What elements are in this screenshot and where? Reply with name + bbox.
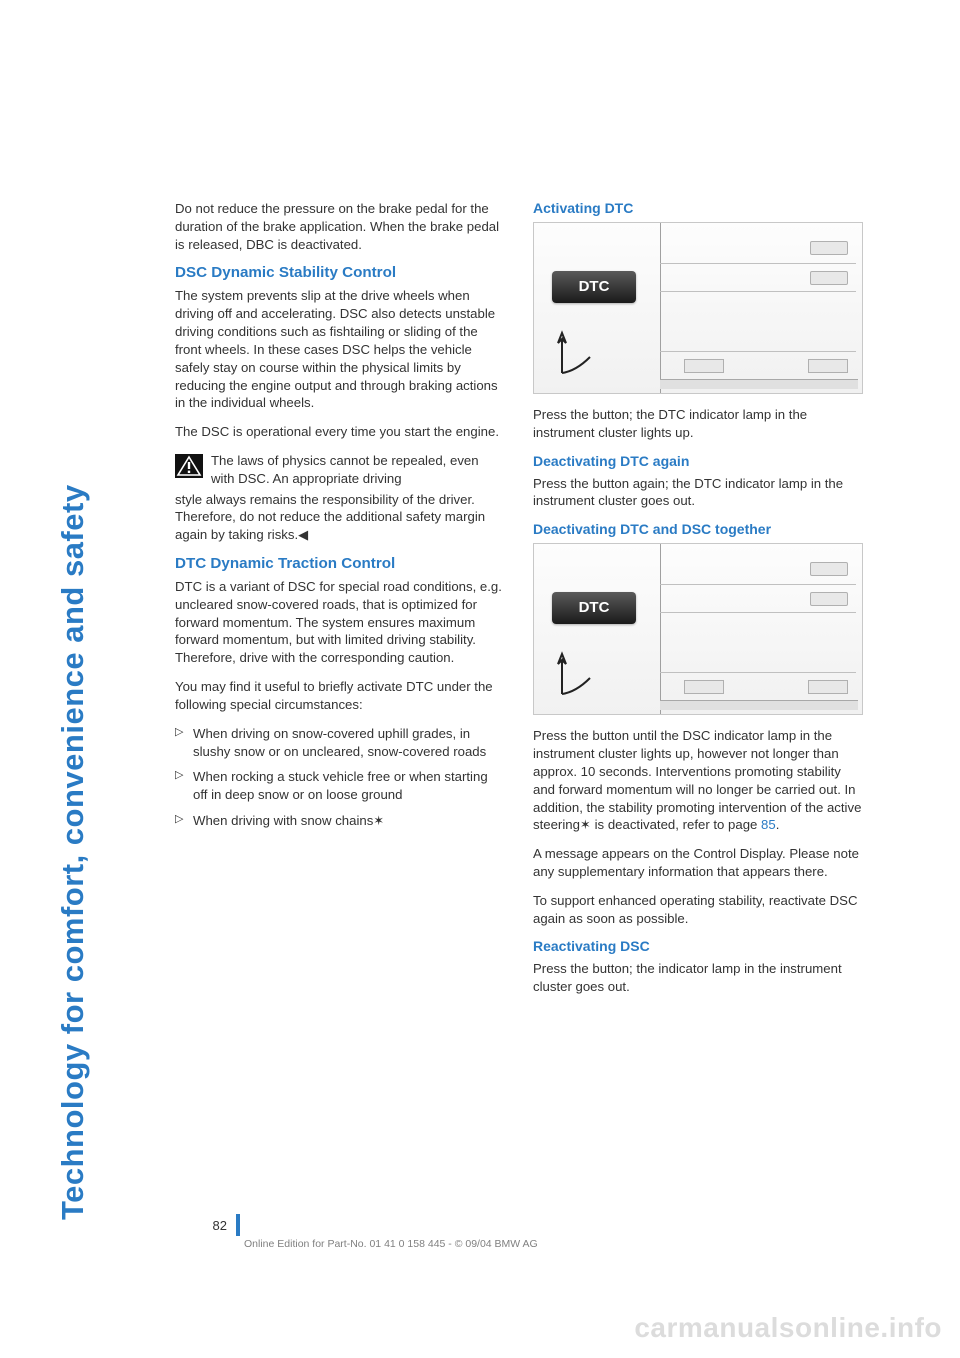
dtc-button: DTC	[552, 592, 636, 624]
warning-block: The laws of physics cannot be repealed, …	[175, 452, 505, 488]
figure-control	[684, 359, 724, 373]
dtc-button-figure-2: DTC	[533, 543, 863, 715]
paragraph: You may find it useful to briefly activa…	[175, 678, 505, 714]
heading-activating-dtc: Activating DTC	[533, 200, 863, 216]
dtc-button-figure-1: DTC	[533, 222, 863, 394]
figure-line	[660, 584, 856, 585]
figure-ledge	[660, 700, 858, 710]
figure-line	[660, 263, 856, 264]
warning-text-first: The laws of physics cannot be repealed, …	[211, 452, 505, 488]
manual-page: Technology for comfort, convenience and …	[0, 0, 960, 1358]
right-column: Activating DTC DTC Pres	[533, 200, 863, 1007]
paragraph: Press the button; the DTC indicator lamp…	[533, 406, 863, 442]
list-item: When rocking a stuck vehicle free or whe…	[175, 768, 505, 804]
dtc-button: DTC	[552, 271, 636, 303]
warning-text-cont: style always remains the responsibility …	[175, 491, 505, 544]
figure-control	[684, 680, 724, 694]
heading-dtc: DTC Dynamic Traction Control	[175, 555, 505, 572]
content-columns: Do not reduce the pressure on the brake …	[175, 200, 865, 1007]
list-item: When driving with snow chains✶	[175, 812, 505, 830]
watermark: carmanualsonline.info	[634, 1312, 942, 1344]
paragraph-part: Press the button until the DSC indicator…	[533, 728, 861, 832]
edition-line: Online Edition for Part-No. 01 41 0 158 …	[244, 1238, 538, 1250]
figure-control	[808, 359, 848, 373]
figure-slot	[810, 562, 848, 576]
pointer-icon	[554, 315, 604, 384]
figure-line	[660, 612, 856, 613]
paragraph: A message appears on the Control Display…	[533, 845, 863, 881]
left-column: Do not reduce the pressure on the brake …	[175, 200, 505, 1007]
paragraph: To support enhanced operating stability,…	[533, 892, 863, 928]
figure-ledge	[660, 379, 858, 389]
figure-control	[808, 680, 848, 694]
paragraph: The system prevents slip at the drive wh…	[175, 287, 505, 412]
paragraph: Press the button until the DSC indicator…	[533, 727, 863, 834]
figure-line	[660, 672, 856, 673]
page-link[interactable]: 85	[761, 817, 776, 832]
paragraph: Press the button again; the DTC indicato…	[533, 475, 863, 511]
heading-deactivating-both: Deactivating DTC and DSC together	[533, 521, 863, 537]
figure-divider	[660, 223, 661, 393]
paragraph-part: .	[776, 817, 780, 832]
figure-line	[660, 291, 856, 292]
figure-slot	[810, 592, 848, 606]
figure-slot	[810, 241, 848, 255]
page-number-bar	[236, 1214, 240, 1236]
paragraph: Do not reduce the pressure on the brake …	[175, 200, 505, 253]
paragraph: Press the button; the indicator lamp in …	[533, 960, 863, 996]
warning-icon	[175, 454, 203, 478]
heading-deactivating-dtc: Deactivating DTC again	[533, 453, 863, 469]
pointer-icon	[554, 636, 604, 705]
bullet-list: When driving on snow-covered uphill grad…	[175, 725, 505, 830]
heading-dsc: DSC Dynamic Stability Control	[175, 264, 505, 281]
figure-divider	[660, 544, 661, 714]
figure-line	[660, 351, 856, 352]
heading-reactivating-dsc: Reactivating DSC	[533, 938, 863, 954]
figure-slot	[810, 271, 848, 285]
list-item: When driving on snow-covered uphill grad…	[175, 725, 505, 761]
page-number: 82	[175, 1218, 235, 1233]
paragraph: The DSC is operational every time you st…	[175, 423, 505, 441]
paragraph: DTC is a variant of DSC for special road…	[175, 578, 505, 667]
section-title-vertical: Technology for comfort, convenience and …	[55, 484, 91, 1220]
